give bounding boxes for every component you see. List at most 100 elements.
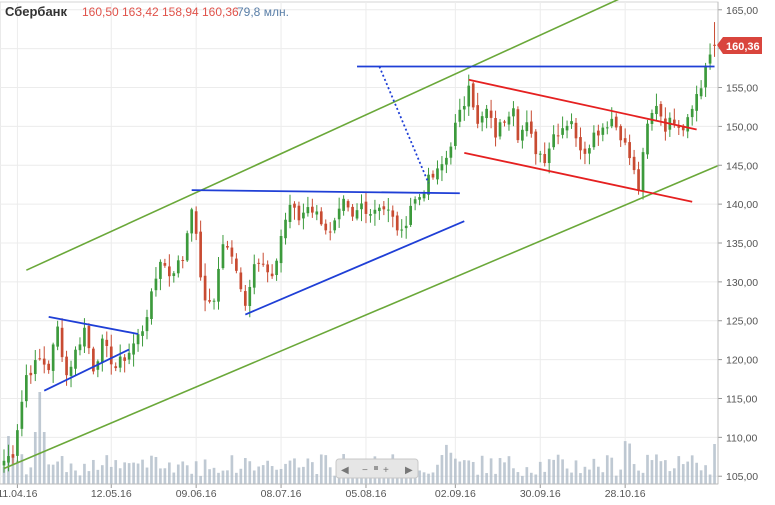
volume-bar (574, 460, 578, 484)
y-tick-label: 140,00 (726, 199, 758, 211)
candle-body (395, 215, 399, 231)
x-tick-label: 12.05.16 (91, 488, 132, 500)
volume-bar (637, 470, 640, 484)
zoom-controls: ◀ − + ▶ (335, 458, 419, 479)
candle-body (431, 173, 435, 178)
candle-body (337, 208, 341, 220)
y-tick-label: 110,00 (726, 432, 757, 444)
volume-bar (418, 470, 421, 484)
volume-bar (597, 466, 600, 484)
candle-body (503, 121, 506, 123)
dotted-projection (378, 66, 430, 184)
volume-bar (235, 472, 238, 484)
volume-bar (538, 461, 542, 484)
candle-body (449, 146, 453, 158)
volume-bar (494, 473, 497, 484)
candle-body (351, 206, 354, 217)
axes-layer: 105,00 110,00 115,00 120,00 125,00 130,00 135,… (0, 2, 758, 500)
candle-body (521, 129, 524, 141)
x-tick-label: 28.10.16 (605, 488, 646, 500)
candle-body (109, 346, 113, 365)
volume-bar (713, 444, 716, 484)
volume-bar (561, 459, 564, 484)
volume-bar (628, 443, 631, 484)
volume-bar (65, 472, 68, 484)
volume-bar (614, 475, 618, 484)
candle-body (525, 122, 529, 132)
volume-bar (288, 460, 292, 484)
volume-bar (480, 455, 484, 484)
candle-body (261, 263, 265, 265)
x-tick-label: 05.08.16 (346, 488, 387, 500)
volume-bar (293, 458, 296, 484)
volume-bar (462, 460, 466, 484)
candle-body (154, 278, 158, 291)
x-tick-label: 02.09.16 (435, 488, 476, 500)
candle-body (695, 94, 698, 111)
volume-bar (284, 463, 287, 484)
volume-bar (672, 468, 676, 484)
volume-bar (87, 471, 91, 484)
volume-bar (141, 459, 144, 484)
volume-bar (38, 392, 42, 484)
volume-bar (257, 466, 261, 484)
candle-body (632, 156, 636, 171)
candle-body (610, 118, 614, 127)
volume-bar (123, 462, 126, 484)
volume-bar (212, 467, 216, 484)
candle-body (556, 135, 560, 137)
candle-body (404, 225, 408, 229)
volume-bar (78, 475, 82, 484)
volume-bar (690, 455, 694, 484)
volume-bar (221, 470, 225, 484)
volume-bar (431, 472, 435, 484)
candle-body (512, 108, 515, 117)
volume-bar (154, 456, 158, 484)
volume-bar (261, 465, 265, 484)
volume-bar (127, 463, 131, 484)
volume-bar (324, 455, 328, 484)
candle-body (386, 209, 390, 211)
volume-bar (570, 472, 573, 484)
candle-body (208, 300, 211, 302)
volume-bar (203, 459, 207, 484)
y-tick-label: 120,00 (726, 355, 758, 367)
candle-body (74, 349, 77, 369)
candle-body (7, 456, 10, 463)
candle-body (87, 325, 91, 349)
candle-body (29, 372, 33, 376)
scroll-left-icon[interactable]: ◀ (341, 465, 349, 476)
volume-bar (605, 455, 609, 484)
scroll-right-icon[interactable]: ▶ (405, 465, 413, 476)
zoom-out-icon[interactable]: − (362, 465, 368, 476)
volume-bar (449, 452, 453, 484)
candle-body (319, 211, 323, 225)
volume-bar (525, 467, 529, 484)
volume-bar (454, 458, 457, 484)
volume-bar (534, 474, 538, 484)
volume-bar (498, 458, 502, 484)
volume-bar (436, 464, 439, 484)
zoom-in-icon[interactable]: + (383, 465, 389, 476)
candle-body (284, 219, 287, 239)
volume-bar (650, 460, 654, 484)
candle-body (239, 272, 243, 290)
volume-bar (150, 455, 153, 484)
candle-body (141, 331, 144, 336)
candle-body (471, 83, 475, 108)
red-channel-upper (468, 78, 697, 131)
candle-body (664, 118, 667, 132)
volume-bar (243, 458, 247, 484)
candle-body (422, 193, 426, 199)
volume-bar (136, 463, 140, 484)
volume-bar (552, 459, 555, 484)
volume-bar (655, 454, 658, 484)
candle-body (279, 235, 283, 264)
candle-body (650, 112, 654, 124)
volume-bar (427, 473, 430, 484)
candle-body (619, 126, 623, 141)
candle-body (47, 363, 51, 371)
candle-body (230, 247, 234, 257)
candle-body (427, 174, 430, 195)
candle-body (306, 207, 310, 214)
